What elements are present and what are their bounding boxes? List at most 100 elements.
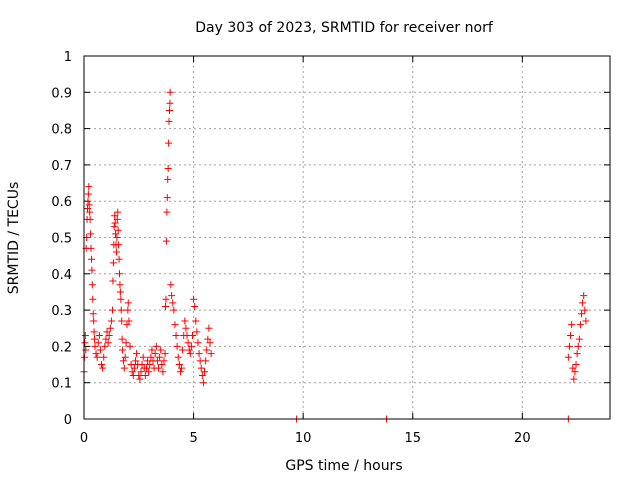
data-point xyxy=(94,339,102,347)
data-point xyxy=(578,310,586,318)
data-point xyxy=(118,317,126,325)
data-point xyxy=(181,317,189,325)
data-point xyxy=(102,335,110,343)
data-point xyxy=(87,255,95,263)
data-point xyxy=(90,328,98,336)
data-point xyxy=(164,165,172,173)
data-point xyxy=(165,139,173,147)
data-point xyxy=(575,335,583,343)
data-point xyxy=(162,295,170,303)
data-point xyxy=(84,197,92,205)
data-point xyxy=(101,342,109,350)
data-point xyxy=(166,99,174,107)
data-point xyxy=(81,339,89,347)
data-point xyxy=(125,317,133,325)
data-point xyxy=(87,230,95,238)
data-point xyxy=(84,204,92,212)
y-tick-label: 0.5 xyxy=(51,232,72,247)
data-point xyxy=(103,328,111,336)
data-point xyxy=(114,226,122,234)
data-point xyxy=(123,321,131,329)
data-point xyxy=(565,342,573,350)
data-point xyxy=(573,350,581,358)
data-point xyxy=(133,350,141,358)
data-point xyxy=(163,208,171,216)
data-point xyxy=(192,317,200,325)
data-point xyxy=(204,335,212,343)
data-point xyxy=(146,361,154,369)
y-tick-label: 0.6 xyxy=(51,195,72,210)
data-point xyxy=(570,375,578,383)
data-point xyxy=(164,175,172,183)
data-point xyxy=(165,106,173,114)
data-point xyxy=(116,270,124,278)
data-point xyxy=(205,324,213,332)
data-point xyxy=(147,353,155,361)
data-point xyxy=(85,201,93,209)
data-point xyxy=(96,346,104,354)
data-point xyxy=(141,371,149,379)
data-point xyxy=(120,364,128,372)
data-point xyxy=(93,353,101,361)
data-point xyxy=(138,361,146,369)
data-point xyxy=(105,332,113,340)
data-point xyxy=(107,317,115,325)
data-point xyxy=(568,321,576,329)
y-tick-label: 0.8 xyxy=(51,123,72,138)
data-point xyxy=(156,353,164,361)
data-point xyxy=(199,379,207,387)
data-point xyxy=(114,208,122,216)
data-point xyxy=(124,306,132,314)
y-tick-label: 0.9 xyxy=(51,86,72,101)
y-axis-label: SRMTID / TECUs xyxy=(6,182,22,295)
data-point xyxy=(109,259,117,267)
data-point xyxy=(109,277,117,285)
data-point xyxy=(567,332,575,340)
y-tick-label: 0.2 xyxy=(51,340,72,355)
y-tick-label: 1 xyxy=(64,50,72,65)
data-point xyxy=(142,364,150,372)
data-point xyxy=(190,295,198,303)
data-point xyxy=(89,310,97,318)
data-point xyxy=(116,281,124,289)
data-point xyxy=(92,350,100,358)
data-point xyxy=(186,350,194,358)
data-point xyxy=(117,306,125,314)
data-point xyxy=(582,317,590,325)
data-point xyxy=(119,357,127,365)
data-point xyxy=(178,364,186,372)
gridlines xyxy=(84,56,610,419)
data-point xyxy=(203,346,211,354)
data-point xyxy=(170,306,178,314)
data-point xyxy=(572,361,580,369)
data-point xyxy=(86,215,94,223)
data-point xyxy=(174,353,182,361)
data-point xyxy=(580,292,588,300)
data-point xyxy=(176,368,184,376)
data-point xyxy=(136,375,144,383)
x-tick-label: 0 xyxy=(80,431,88,446)
data-point xyxy=(191,302,199,310)
data-point xyxy=(188,332,196,340)
y-tick-label: 0.1 xyxy=(51,377,72,392)
x-axis-label: GPS time / hours xyxy=(285,458,402,474)
chart-title: Day 303 of 2023, SRMTID for receiver nor… xyxy=(195,20,494,36)
data-point xyxy=(162,302,170,310)
data-point xyxy=(574,342,582,350)
data-point xyxy=(579,299,587,307)
data-point xyxy=(132,357,140,365)
data-point xyxy=(139,353,147,361)
data-point xyxy=(564,353,572,361)
data-point xyxy=(121,353,129,361)
data-point xyxy=(168,292,176,300)
data-point xyxy=(198,371,206,379)
y-tick-label: 0.3 xyxy=(51,304,72,319)
data-point xyxy=(81,332,89,340)
data-point xyxy=(126,342,134,350)
data-point xyxy=(88,266,96,274)
data-point xyxy=(137,368,145,376)
data-point xyxy=(569,364,577,372)
data-point xyxy=(184,339,192,347)
data-point xyxy=(98,361,106,369)
